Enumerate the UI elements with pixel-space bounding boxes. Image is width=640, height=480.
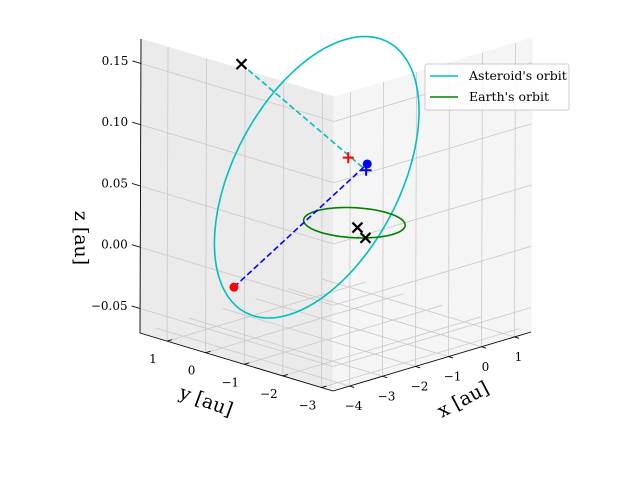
legend-label-asteroid: Asteroid's orbit	[468, 68, 567, 83]
axis-layer: −4 −3 −2 −1 0 1 −3 −2 −1 0 1 −0.05 0.00 0.05 0.10 0.15	[91, 38, 532, 413]
x-tick-5	[514, 336, 520, 339]
marker-x-3	[359, 232, 372, 244]
y-tick-2	[244, 362, 250, 365]
y-tick-4	[166, 339, 173, 342]
grid-line-z-xz-0	[332, 307, 532, 367]
marker-x-4	[351, 221, 364, 234]
grid-line-z-yz-4	[140, 63, 335, 122]
y-tick-label-3: 0	[188, 364, 196, 378]
grid-line-y-floor-4	[166, 281, 366, 342]
x-tick-label-5: 1	[515, 350, 523, 364]
x-tick-4	[481, 346, 487, 349]
y-tick-1	[282, 374, 288, 377]
x-tick-label-2: −2	[411, 379, 429, 393]
z-tick-3	[132, 121, 141, 126]
marker-dot-1	[362, 159, 372, 169]
marker-layer	[229, 58, 372, 292]
y-tick-0	[321, 385, 327, 388]
grid-line-x-floor-2	[222, 308, 416, 367]
grid-line-y-floor-2	[244, 304, 443, 365]
x-tick-3	[448, 356, 454, 359]
z-tick-4	[132, 60, 142, 64]
x-tick-label-0: −4	[345, 399, 363, 413]
y-tick-label-2: −1	[221, 375, 239, 389]
marker-plus-6	[342, 152, 354, 164]
y-tick-label-1: −2	[260, 387, 278, 401]
grid-line-x-floor-0	[156, 327, 350, 387]
series-layer	[213, 35, 420, 319]
grid-line-z-yz-0	[139, 308, 334, 367]
legend-label-earth: Earth's orbit	[469, 89, 549, 104]
grid-line-x-floor-5	[321, 278, 515, 338]
x-tick-0	[349, 385, 355, 388]
z-tick-label-4: 0.15	[102, 54, 129, 68]
grid-line-z-xz-2	[333, 184, 532, 245]
x-tick-1	[382, 375, 388, 379]
series-asteroid-orbit	[213, 35, 420, 319]
legend-frame	[424, 63, 570, 111]
x-tick-label-1: −3	[378, 389, 396, 403]
grid-line-x-floor-1	[189, 317, 383, 377]
grid-line-y-floor-1	[282, 316, 481, 377]
grid-line-y-floor-3	[205, 293, 404, 354]
x-tick-label-3: −1	[444, 370, 462, 384]
y-tick-3	[205, 350, 211, 354]
z-tick-label-0: −0.05	[91, 299, 128, 313]
series-earth-orbit	[302, 206, 407, 239]
x-axis-line	[332, 331, 532, 392]
z-tick-0	[131, 305, 141, 309]
x-tick-2	[415, 365, 421, 369]
z-tick-label-3: 0.10	[101, 115, 128, 129]
y-tick-label-0: −3	[299, 399, 317, 413]
marker-plus-5	[360, 164, 372, 176]
legend: Asteroid's orbit Earth's orbit	[424, 63, 570, 111]
z-tick-label-1: 0.00	[101, 238, 128, 252]
grid-line-z-xz-1	[333, 245, 532, 306]
z-tick-1	[131, 244, 141, 248]
z-tick-2	[131, 183, 141, 187]
connector-line-1	[240, 63, 367, 171]
y-tick-label-4: 1	[149, 352, 157, 366]
connector-layer	[233, 63, 368, 288]
grid-line-y-floor-0	[321, 328, 520, 388]
connector-line-0	[233, 163, 368, 288]
grid-line-x-floor-3	[255, 298, 449, 357]
marker-x-2	[235, 58, 248, 70]
grid-line-z-yz-3	[140, 124, 334, 184]
grid-line-z-yz-2	[140, 185, 334, 245]
x-tick-label-4: 0	[482, 360, 490, 374]
x-axis-label: x [au]	[434, 377, 493, 422]
z-tick-label-2: 0.05	[101, 176, 128, 190]
marker-dot-0	[229, 282, 239, 292]
grid-line-z-yz-1	[140, 246, 334, 306]
z-axis-label: z [au]	[70, 211, 92, 265]
y-axis-line	[139, 332, 334, 392]
